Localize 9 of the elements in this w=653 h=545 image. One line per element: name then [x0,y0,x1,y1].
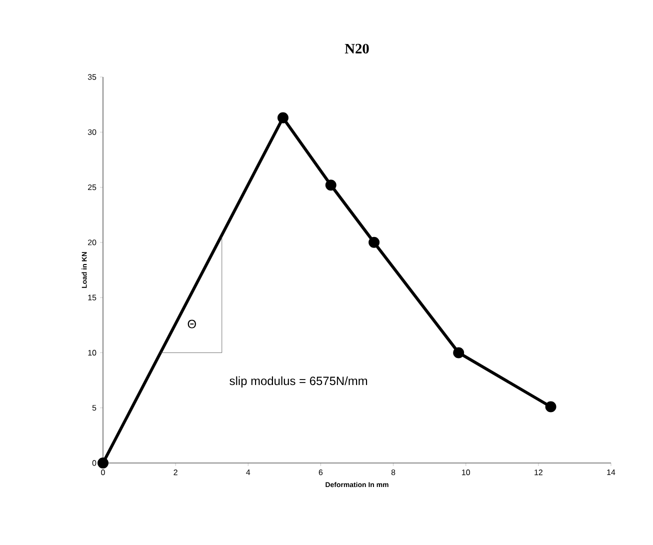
chart-title: N20 [344,44,369,54]
point [368,236,380,248]
annotation: Θ [188,320,196,328]
point [98,458,108,468]
annotation: slip modulus = 6575N/mm [230,376,368,388]
point [545,401,556,412]
point [453,347,464,358]
point [325,180,336,191]
point [277,112,288,124]
